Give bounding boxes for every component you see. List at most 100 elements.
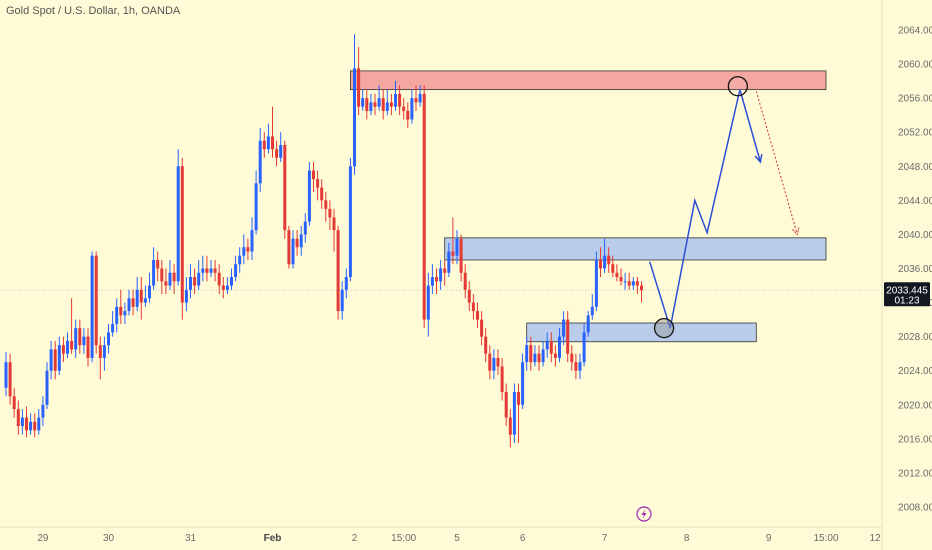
candle [102, 336, 106, 371]
candle [525, 336, 529, 371]
candle-body [287, 230, 291, 265]
demand-zone-1 [444, 237, 827, 261]
candle-body [316, 179, 320, 188]
candle [148, 272, 151, 303]
candle [488, 345, 492, 380]
candle-body [156, 259, 160, 269]
candle-body [160, 268, 164, 282]
candle [242, 234, 246, 265]
candle [455, 230, 459, 265]
candle [590, 294, 594, 320]
candle-body [529, 345, 533, 363]
candle [33, 413, 37, 438]
candle [299, 225, 303, 256]
supply-zone-0 [349, 70, 827, 91]
candle [422, 85, 426, 329]
alt-projection-path [755, 91, 798, 235]
candle [558, 328, 561, 363]
candle-body [90, 255, 94, 358]
candle-body [336, 230, 340, 312]
y-tick-label: 2040.000 [898, 230, 932, 241]
candle [53, 340, 57, 380]
candle-body [562, 319, 566, 337]
candle [119, 289, 123, 324]
candle [496, 349, 500, 375]
candle [418, 85, 422, 107]
candle-body [394, 93, 397, 107]
candle-body [127, 298, 131, 312]
x-axis: 29 30 31 Feb 2 15:00 5 6 7 8 9 15:00 12 [37, 533, 881, 544]
candle-body [398, 93, 402, 107]
candle [41, 396, 45, 427]
candle-body [320, 187, 324, 201]
candle-body [451, 251, 455, 256]
candle [271, 106, 274, 158]
candle-body [533, 353, 537, 363]
candle [86, 328, 90, 367]
candle-body [135, 289, 139, 307]
candle [57, 336, 61, 375]
candle-body [402, 106, 406, 111]
candle-body [447, 251, 451, 273]
candle [537, 345, 541, 371]
candle-body [582, 332, 586, 363]
demand-zone-2 [526, 322, 757, 343]
candle-body [365, 98, 369, 111]
candle [443, 259, 447, 286]
candle-body [258, 140, 262, 184]
candle [480, 311, 484, 346]
candle [451, 217, 455, 265]
candle-body [295, 238, 299, 248]
candle [500, 357, 504, 401]
candle [258, 127, 262, 192]
candle-body [492, 357, 496, 371]
candle [201, 255, 205, 282]
candle-body [176, 166, 180, 282]
candle [61, 336, 65, 363]
candle [25, 406, 28, 438]
y-tick-label: 2028.000 [898, 332, 932, 343]
candle-body [410, 98, 414, 120]
candle-body [250, 230, 254, 252]
projection-arrowhead [754, 154, 763, 164]
x-tick-label: 31 [185, 533, 197, 544]
candle-body [615, 272, 619, 278]
candle [615, 264, 619, 282]
candle-body [640, 285, 643, 291]
candle [156, 251, 160, 282]
y-tick-label: 2020.000 [898, 400, 932, 411]
candle-body [558, 336, 561, 358]
x-tick-label: 9 [766, 533, 772, 544]
candle-body [107, 332, 110, 346]
candle-body [303, 221, 307, 235]
candle [254, 170, 258, 235]
candles-layer [4, 34, 643, 448]
candle [45, 362, 49, 410]
candle [623, 272, 627, 290]
candle [12, 387, 16, 418]
y-tick-label: 2060.000 [898, 60, 932, 71]
candle-body [184, 289, 188, 303]
candle-body [373, 102, 377, 107]
candle-body [66, 340, 69, 354]
candle [238, 247, 242, 273]
candle-body [426, 285, 430, 320]
candle [16, 400, 20, 435]
candle [312, 162, 315, 192]
candle-body [82, 336, 86, 346]
candle-body [102, 345, 106, 358]
y-tick-label: 2044.000 [898, 196, 932, 207]
candle-body [512, 392, 516, 435]
candle-body [340, 289, 344, 312]
candle-body [467, 289, 471, 303]
candle-body [49, 349, 53, 371]
candle [180, 157, 184, 320]
candle [123, 302, 127, 324]
y-axis: 2064.000 2060.000 2056.000 2052.000 2048.000… [898, 26, 932, 514]
candle-body [180, 166, 184, 303]
candle-body [357, 68, 361, 107]
candle [205, 255, 209, 282]
candle [377, 85, 381, 111]
lightning-icon[interactable] [636, 506, 652, 522]
candle-body [201, 268, 205, 273]
